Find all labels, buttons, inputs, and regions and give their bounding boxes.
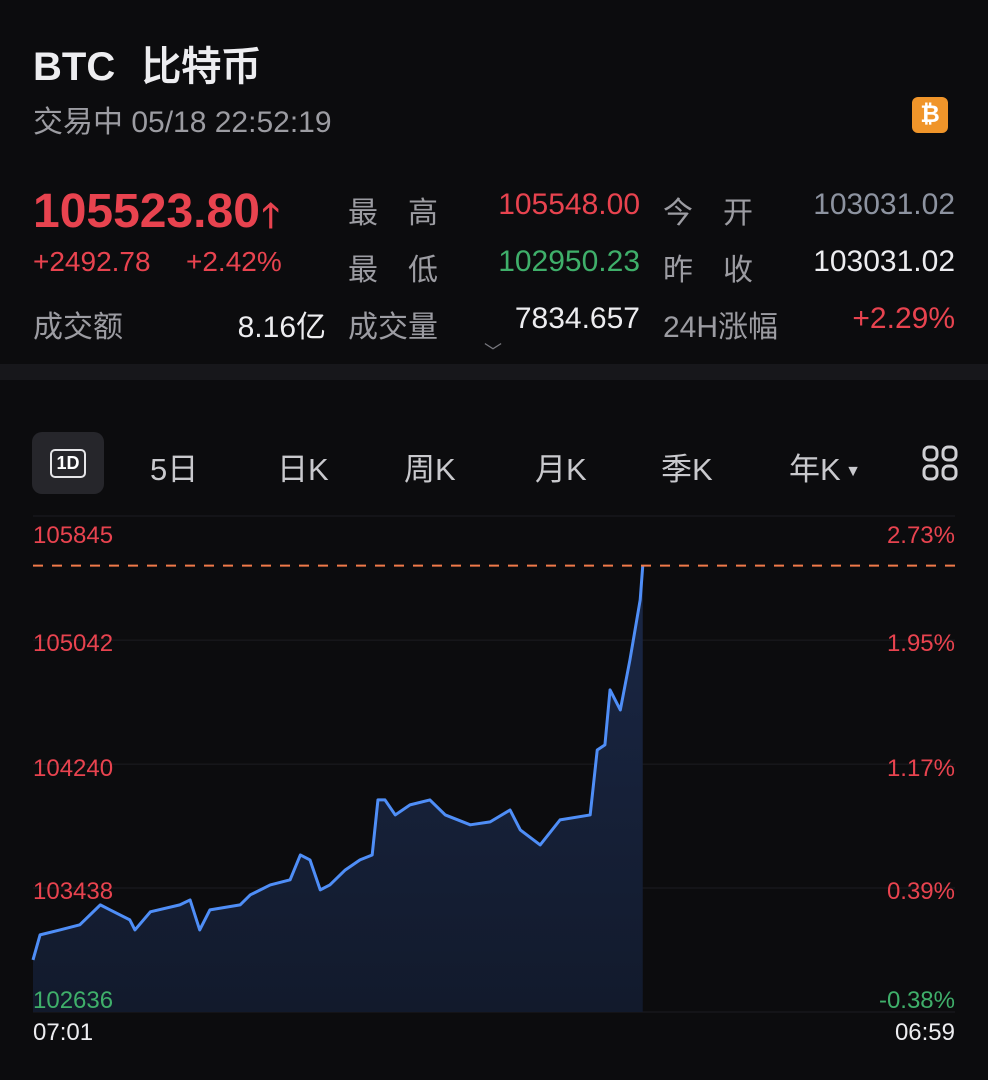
- low-label: 最 低: [348, 254, 438, 287]
- caret-down-icon: ▼: [840, 462, 861, 480]
- turnover-label: 成交额: [33, 311, 123, 344]
- area-fill: [33, 565, 643, 1012]
- tab-weekly-k[interactable]: 周K: [404, 452, 456, 487]
- y-tick-right: 0.39%: [886, 878, 955, 905]
- x-tick-end: 06:59: [894, 1019, 955, 1046]
- y-tick-left: 104240: [33, 755, 114, 782]
- change24-label: 24H涨幅: [663, 311, 779, 344]
- open-value: 103031.02: [813, 188, 955, 221]
- tab-monthly-k[interactable]: 月K: [535, 452, 587, 487]
- y-tick-right: 1.95%: [886, 630, 955, 657]
- open-label: 今 开: [663, 197, 753, 230]
- change-amount: +2492.78: [33, 246, 151, 277]
- tab-1d[interactable]: 1D: [32, 432, 104, 494]
- y-tick-left: 105042: [33, 630, 114, 657]
- y-tick-left: 103438: [33, 878, 114, 905]
- low-value: 102950.23: [498, 245, 640, 278]
- y-tick-right: 1.17%: [886, 755, 955, 782]
- divider: [0, 364, 988, 380]
- change24-value: +2.29%: [852, 302, 955, 335]
- last-price: 105523.80🡑: [33, 185, 280, 238]
- prev-close-label: 昨 收: [663, 254, 753, 287]
- tab-daily-k[interactable]: 日K: [277, 452, 329, 487]
- y-tick-right: 2.73%: [886, 522, 955, 549]
- prev-close-value: 103031.02: [813, 245, 955, 278]
- asset-title: BTC 比特币: [33, 34, 287, 92]
- symbol: BTC: [33, 45, 116, 89]
- arrow-up-icon: 🡑: [261, 197, 280, 235]
- x-tick-start: 07:01: [33, 1019, 94, 1046]
- price-line: [31, 565, 645, 961]
- y-tick-right: -0.38%: [878, 987, 955, 1014]
- asset-name: 比特币: [141, 45, 262, 89]
- y-tick-left: 105845: [33, 522, 114, 549]
- turnover-value: 8.16亿: [237, 311, 326, 344]
- volume-value: 7834.657: [514, 302, 640, 335]
- trading-status: 交易中 05/18 22:52:19: [33, 106, 332, 139]
- change-percent: +2.42%: [186, 246, 282, 277]
- layout-grid-icon[interactable]: [922, 445, 958, 486]
- expand-chevron-icon[interactable]: ﹀: [484, 342, 502, 362]
- bitcoin-icon[interactable]: ₿: [912, 97, 948, 133]
- y-tick-left: 102636: [33, 987, 114, 1014]
- high-label: 最 高: [348, 197, 438, 230]
- volume-label: 成交量: [348, 311, 438, 344]
- tab-yearly-k[interactable]: 年K ▼: [789, 452, 861, 487]
- tab-5day[interactable]: 5日: [150, 452, 199, 487]
- tab-quarterly-k[interactable]: 季K: [661, 452, 713, 487]
- high-value: 105548.00: [498, 188, 640, 221]
